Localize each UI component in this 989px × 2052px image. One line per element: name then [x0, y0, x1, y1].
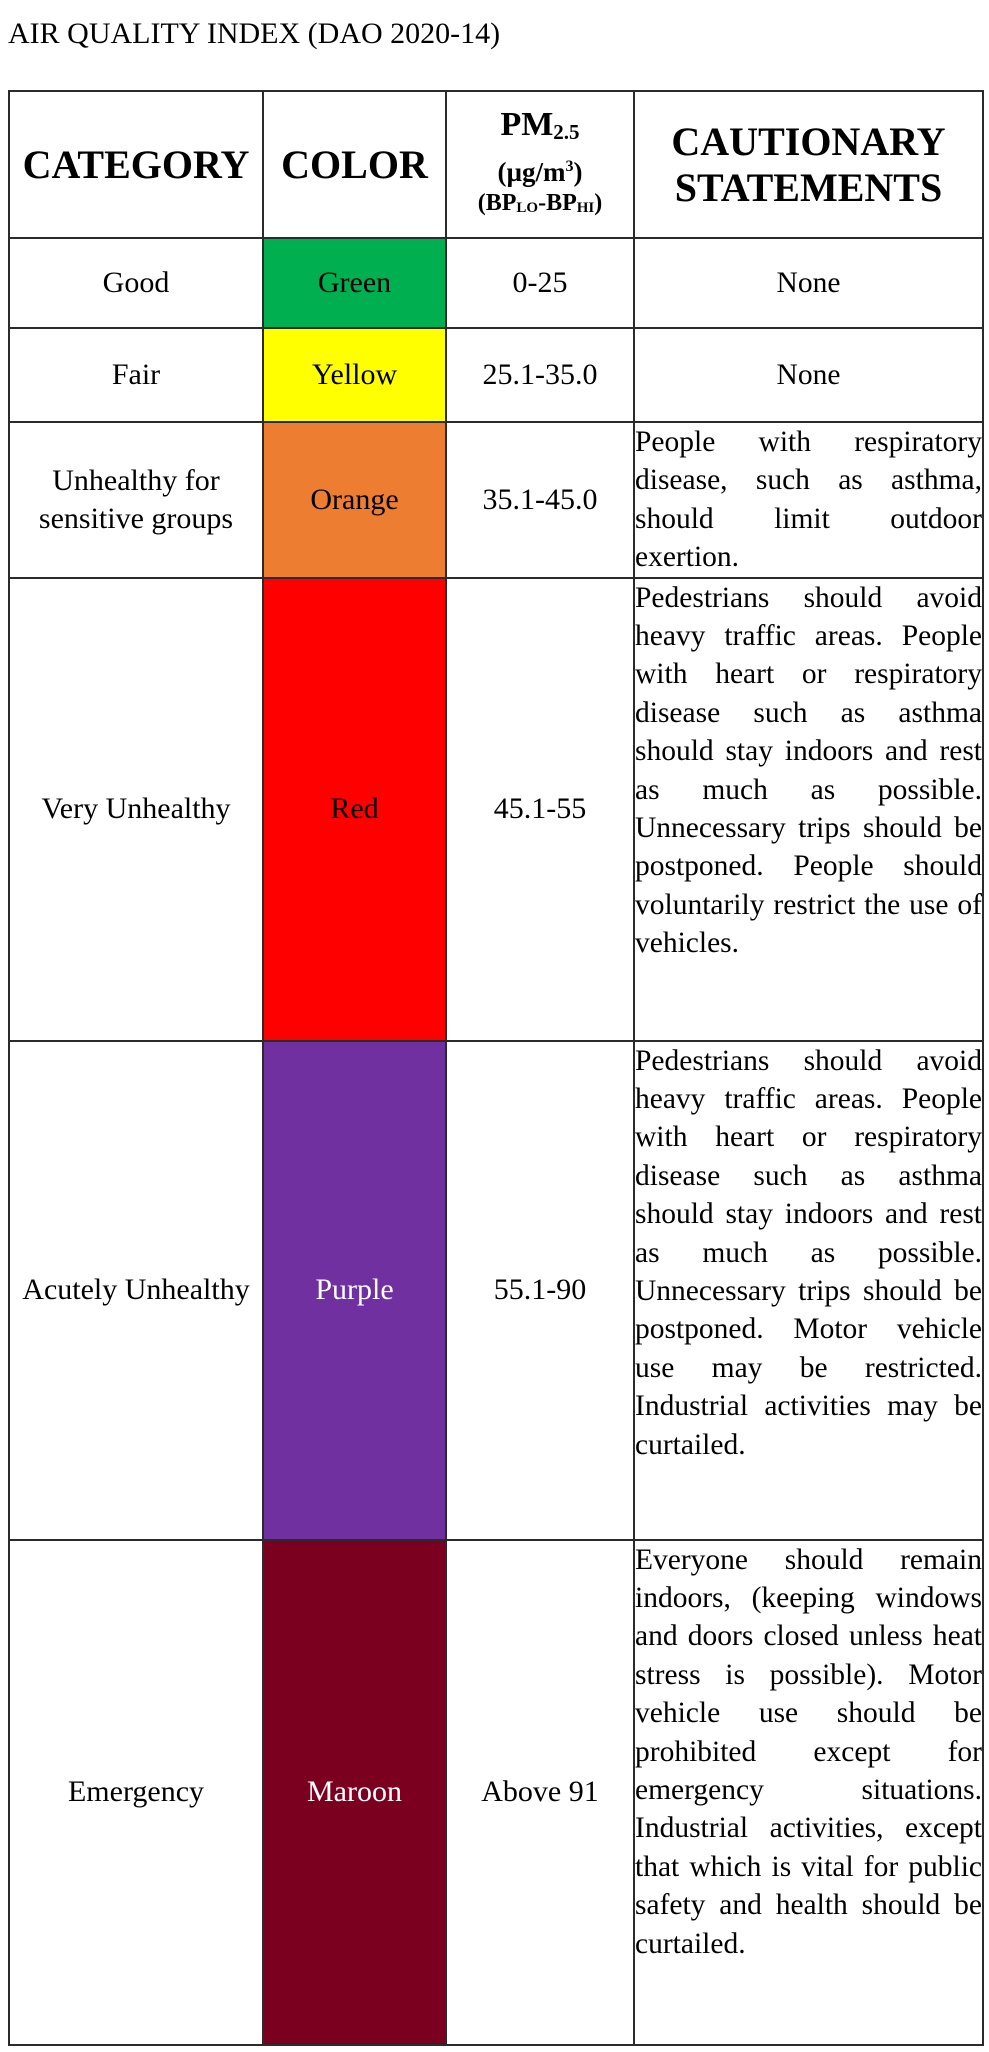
color-swatch-cell: Maroon [262, 1538, 447, 2046]
table-row: Emergency Maroon Above 91 Everyone should r… [8, 1538, 984, 2046]
pm-unit-post: ) [573, 157, 583, 187]
header-category: CATEGORY [8, 90, 264, 239]
header-color: COLOR [262, 90, 447, 239]
pm25-range-cell: 35.1-45.0 [445, 421, 635, 579]
pm-unit-pre: (µg/m [497, 157, 566, 187]
category-cell: Fair [8, 327, 264, 423]
table-row: Very Unhealthy Red 45.1-55 Pedestrians shou… [8, 576, 984, 1042]
pm25-range-cell: Above 91 [445, 1538, 635, 2046]
table-body: Good Green 0-25 None Fair Yellow 25.1-35.0 None… [8, 237, 984, 2046]
color-label: Yellow [311, 358, 398, 391]
header-cautionary: CAUTIONARY STATEMENTS [633, 90, 984, 239]
category-cell: Unhealthy for sensitive groups [8, 421, 264, 579]
bp-hi: HI [576, 200, 595, 216]
color-label: Green [317, 266, 392, 299]
color-swatch-cell: Purple [262, 1039, 447, 1541]
cautionary-statement-cell: None [633, 327, 984, 423]
document-title: AIR QUALITY INDEX (DAO 2020-14) [8, 17, 501, 50]
category-cell: Acutely Unhealthy [8, 1039, 264, 1541]
bp-close: ) [594, 190, 603, 216]
cautionary-statement-cell: None [633, 237, 984, 329]
table-row: Fair Yellow 25.1-35.0 None [8, 327, 984, 423]
cautionary-statement-cell: Everyone should remain indoors, (keeping… [633, 1538, 984, 2046]
color-label: Orange [310, 482, 399, 516]
table-header-row: CATEGORY COLOR PM2.5 (µg/m3) (BPLO-BPHI)… [8, 90, 984, 239]
pm25-range-cell: 0-25 [445, 237, 635, 329]
pm25-range-cell: 25.1-35.0 [445, 327, 635, 423]
color-label: Purple [315, 1273, 394, 1307]
category-cell: Emergency [8, 1538, 264, 2046]
pm-subscript: 2.5 [553, 120, 580, 144]
bp-dash: -BP [538, 190, 577, 216]
color-swatch-cell: Yellow [262, 327, 447, 423]
header-pm25: PM2.5 (µg/m3) (BPLO-BPHI) [445, 90, 635, 239]
pm-label: PM [500, 106, 554, 143]
table-row: Good Green 0-25 None [8, 237, 984, 329]
table-row: Acutely Unhealthy Purple 55.1-90 Pedestrian… [8, 1039, 984, 1541]
pm-unit-sup: 3 [565, 158, 574, 175]
bp-lo: LO [516, 200, 539, 216]
color-label: Red [330, 792, 379, 826]
category-cell: Very Unhealthy [8, 576, 264, 1042]
cautionary-statement-cell: Pedestrians should avoid heavy traffic a… [633, 1039, 984, 1541]
pm25-range-cell: 55.1-90 [445, 1039, 635, 1541]
cautionary-statement-cell: People with respiratory disease, such as… [633, 421, 984, 579]
cautionary-statement-cell: Pedestrians should avoid heavy traffic a… [633, 576, 984, 1042]
color-label: Maroon [307, 1775, 402, 1809]
bp-open: (BP [477, 190, 517, 216]
color-swatch-cell: Green [262, 237, 447, 329]
table-row: Unhealthy for sensitive groups Orange 35.1… [8, 421, 984, 579]
aqi-table: CATEGORY COLOR PM2.5 (µg/m3) (BPLO-BPHI)… [8, 90, 984, 2046]
color-swatch-cell: Red [262, 576, 447, 1042]
pm25-range-cell: 45.1-55 [445, 576, 635, 1042]
category-cell: Good [8, 237, 264, 329]
color-swatch-cell: Orange [262, 421, 447, 579]
